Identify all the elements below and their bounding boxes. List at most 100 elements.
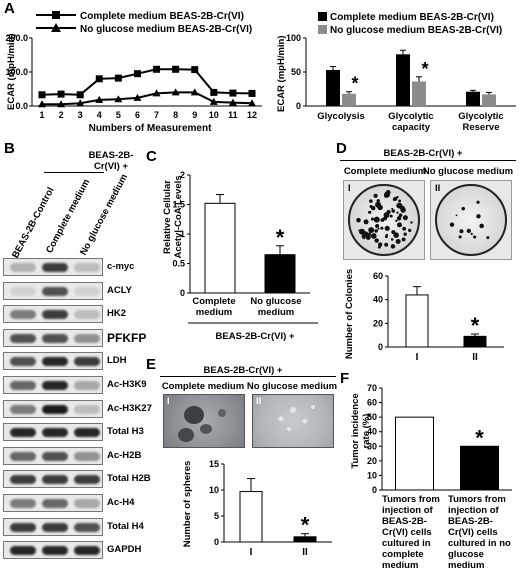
blot-label: Total H3 [107, 426, 144, 438]
data-point-square [172, 65, 180, 73]
legend-swatch-complete [318, 12, 327, 21]
c-ytick-label: 2 [180, 170, 185, 180]
blot-band [10, 499, 36, 508]
a-right-ytick-label: 100 [286, 33, 301, 43]
blot-row-pfkfp [3, 328, 103, 347]
colony [377, 204, 383, 211]
d-ylabel: Number of Colonies [344, 269, 355, 359]
blot-band [42, 546, 68, 556]
blot-band [42, 310, 68, 320]
blot-label: Total H2B [107, 473, 151, 485]
a-left-xtick-label: 9 [192, 110, 197, 120]
blot-band [74, 286, 100, 296]
blot-label: Ac-H2B [107, 449, 142, 461]
b-header-rule [44, 172, 104, 173]
a-right-ytick-label: 0 [296, 101, 301, 111]
blot-band [10, 522, 36, 532]
blot-band [74, 475, 100, 485]
colony [359, 228, 366, 235]
d-category-label: II [472, 352, 478, 363]
colony [473, 235, 477, 239]
colony [401, 237, 406, 242]
colony [461, 206, 466, 211]
panel-letter-b: B [4, 140, 15, 157]
colony [396, 222, 402, 228]
blot-row-acly [3, 281, 103, 300]
data-point-square [95, 75, 103, 83]
e-roman-i: I [167, 396, 170, 407]
b-header: BEAS-2B-Cr(VI) + [88, 150, 134, 172]
blot-row-ac-h3k27 [3, 399, 103, 418]
d-category-label: I [416, 352, 419, 363]
blot-label: Total H4 [107, 520, 144, 532]
colony [389, 214, 393, 218]
blot-row-ac-h4 [3, 494, 103, 512]
a-left-xtick-label: 4 [97, 110, 102, 120]
colony [402, 215, 408, 221]
data-point-square [133, 70, 141, 78]
f-ytick-label: 50 [367, 412, 377, 422]
e-category-label: I [250, 547, 253, 558]
a-left-xtick-label: 6 [135, 110, 140, 120]
colony [384, 242, 389, 247]
e-condition-noglucose: No glucose medium [246, 381, 338, 392]
blot-row-ac-h3k9 [3, 376, 103, 394]
colony [449, 222, 455, 227]
c-cat-noglucose-1: No glucose [250, 296, 301, 307]
colony [373, 193, 378, 198]
a-right-category-label: Glycolytic [458, 111, 503, 122]
e-header-rule [160, 376, 336, 377]
a-left-xtick-label: 11 [228, 110, 238, 120]
e-ytick-label: 10 [209, 485, 219, 495]
blot-band [42, 428, 68, 438]
petri-dish-complete [348, 184, 420, 256]
bar-noglucose [412, 81, 426, 106]
a-left-xtick-label: 1 [39, 110, 44, 120]
colony [393, 232, 399, 238]
colony-photo-complete: I [343, 180, 425, 260]
colony [363, 219, 369, 225]
colony [391, 207, 394, 210]
data-point-square [210, 88, 218, 96]
colony [458, 235, 462, 239]
a-left-ytick-label: 200.0 [5, 33, 28, 43]
a-right-category-label: capacity [392, 122, 431, 133]
sphere-photo-complete: I [163, 394, 245, 448]
colony [455, 214, 458, 217]
data-point-triangle [95, 95, 104, 103]
significance-asterisk: * [471, 313, 480, 338]
significance-asterisk: * [276, 225, 285, 250]
a-left-xtick-label: 3 [78, 110, 83, 120]
data-point-square [191, 66, 199, 74]
chart-f-tumor-incidence: Tumor incidence rate (%) 0 10 20 30 40 50 60 70… [350, 383, 512, 495]
a-right-ylabel: ECAR (mpH/min) [276, 35, 287, 112]
colony [376, 199, 380, 203]
d-bar [405, 294, 429, 348]
f-bar [460, 445, 499, 491]
colony [368, 210, 372, 214]
blot-label: c-myc [107, 261, 135, 272]
colony [398, 213, 403, 218]
blot-band [42, 475, 68, 485]
panel-letter-f: F [340, 370, 350, 387]
series-line-noglucose [42, 91, 253, 106]
blot-label: PFKFP [107, 330, 147, 345]
legend-label-complete: Complete medium BEAS-2B-Cr(VI) [330, 12, 494, 23]
a-left-xtick-label: 5 [116, 110, 121, 120]
legend-marker-square [52, 11, 60, 19]
colony [396, 202, 403, 209]
legend-swatch-noglucose [318, 25, 327, 34]
c-ytick-label: 0 [180, 288, 185, 298]
colony [410, 221, 413, 224]
data-point-square [229, 89, 237, 97]
colony [395, 219, 397, 222]
blot-band [42, 357, 68, 367]
data-point-triangle [190, 88, 199, 96]
spheres-image-small [278, 405, 315, 431]
blot-row-total-h3 [3, 423, 103, 442]
colony [403, 232, 407, 236]
data-point-triangle [76, 99, 85, 107]
e-roman-ii: II [256, 396, 262, 407]
